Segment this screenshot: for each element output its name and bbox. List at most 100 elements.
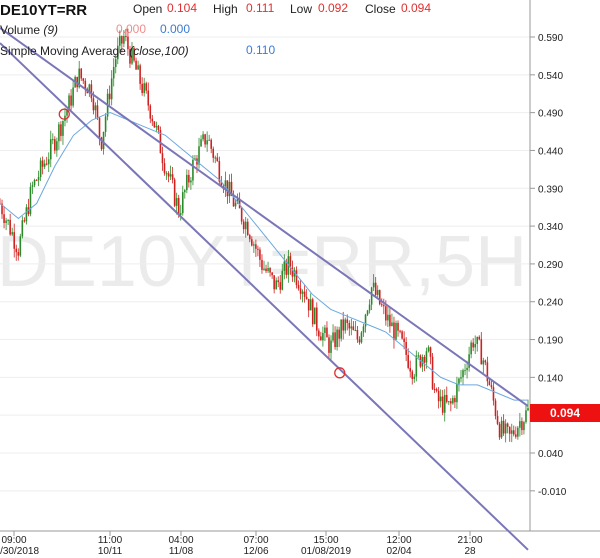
candle-body [110,78,113,100]
anchor-marker[interactable] [58,108,70,120]
candle-body [45,163,48,165]
candle-body [112,67,115,79]
candle-body [94,105,97,111]
candle-body [316,307,318,331]
candle-body [155,125,158,128]
candle-body [66,110,68,116]
candle-body [496,415,499,424]
y-tick-label: -0.010 [538,487,567,498]
candle-body [324,327,326,334]
candle-body [299,288,302,294]
candle-body [25,207,28,222]
candle-body [232,195,235,207]
candle-body [372,282,375,288]
volume-value-2: 0.000 [160,22,191,36]
candle-body [204,134,206,145]
candle-body [78,68,80,88]
candle-body [476,336,479,345]
candle-body [208,139,210,141]
candle-body [320,336,322,341]
candle-body [23,220,26,222]
candle-body [240,208,243,222]
candle-body [129,49,131,64]
candle-body [257,248,259,250]
candle-body [236,198,239,203]
candle-body [504,423,507,434]
candle-body [370,287,373,305]
x-tick-time: 21:00 [457,535,482,546]
open-label: Open [133,2,163,16]
candle-body [56,141,58,151]
candle-body [401,331,403,339]
y-tick-label: 0.490 [538,109,563,120]
candle-body [443,394,446,413]
candle-body [271,272,273,276]
candle-body [482,360,485,365]
candle-body [149,105,152,119]
candle-body [253,244,255,246]
candle-body [261,259,263,270]
candle-body [403,338,405,342]
candle-body [218,161,221,182]
candle-body [175,198,178,206]
candle-body [267,268,269,272]
candle-body [407,354,409,368]
candle-body [275,280,277,290]
channel-lower-line[interactable] [0,42,529,551]
candle-body [139,65,141,84]
candle-body [133,47,135,61]
y-tick-label: 0.190 [538,336,563,347]
candle-body [313,307,316,325]
x-tick-time: 15:00 [313,535,338,546]
candle-body [102,131,105,150]
candle-body [336,329,338,348]
candle-body [21,220,24,237]
candle-body [273,275,275,290]
candle-body [125,35,127,37]
candle-body [490,385,493,388]
candle-body [47,159,50,165]
candle-body [352,326,355,331]
symbol-title: DE10YT=RR [0,2,88,19]
candle-body [448,401,450,403]
candle-body [177,198,180,215]
candle-body [43,163,46,167]
candle-body [515,434,517,437]
candle-body [15,248,18,253]
candle-body [510,430,513,434]
candle-body [224,180,227,190]
candle-body [192,159,194,181]
candle-body [214,157,217,159]
candle-body [167,173,170,177]
candle-body [417,355,420,357]
candle-body [502,420,505,434]
candle-body [389,314,391,327]
candle-body [484,360,487,363]
channel-upper-line[interactable] [0,27,529,407]
candle-body [354,330,357,332]
candle-body [153,121,156,128]
candle-body [39,160,42,177]
anchor-marker[interactable] [334,367,346,379]
candle-body [411,371,414,379]
candle-body [186,174,188,191]
candle-body [52,139,54,141]
x-tick-time: 07:00 [243,535,268,546]
candle-body [210,139,212,149]
candle-body [358,339,361,343]
candle-body [334,332,336,348]
candle-body [488,381,491,386]
candle-body [360,332,363,343]
candle-body [62,121,64,136]
candle-body [462,370,464,378]
candle-body [161,153,164,164]
y-tick-label: 0.590 [538,33,563,44]
candle-body [165,173,168,175]
y-tick-label: 0.240 [538,298,563,309]
last-price-badge: 0.094 [530,404,600,422]
candle-body [413,376,416,379]
candle-body [135,60,137,70]
candle-body [466,367,468,371]
candle-body [181,192,184,214]
